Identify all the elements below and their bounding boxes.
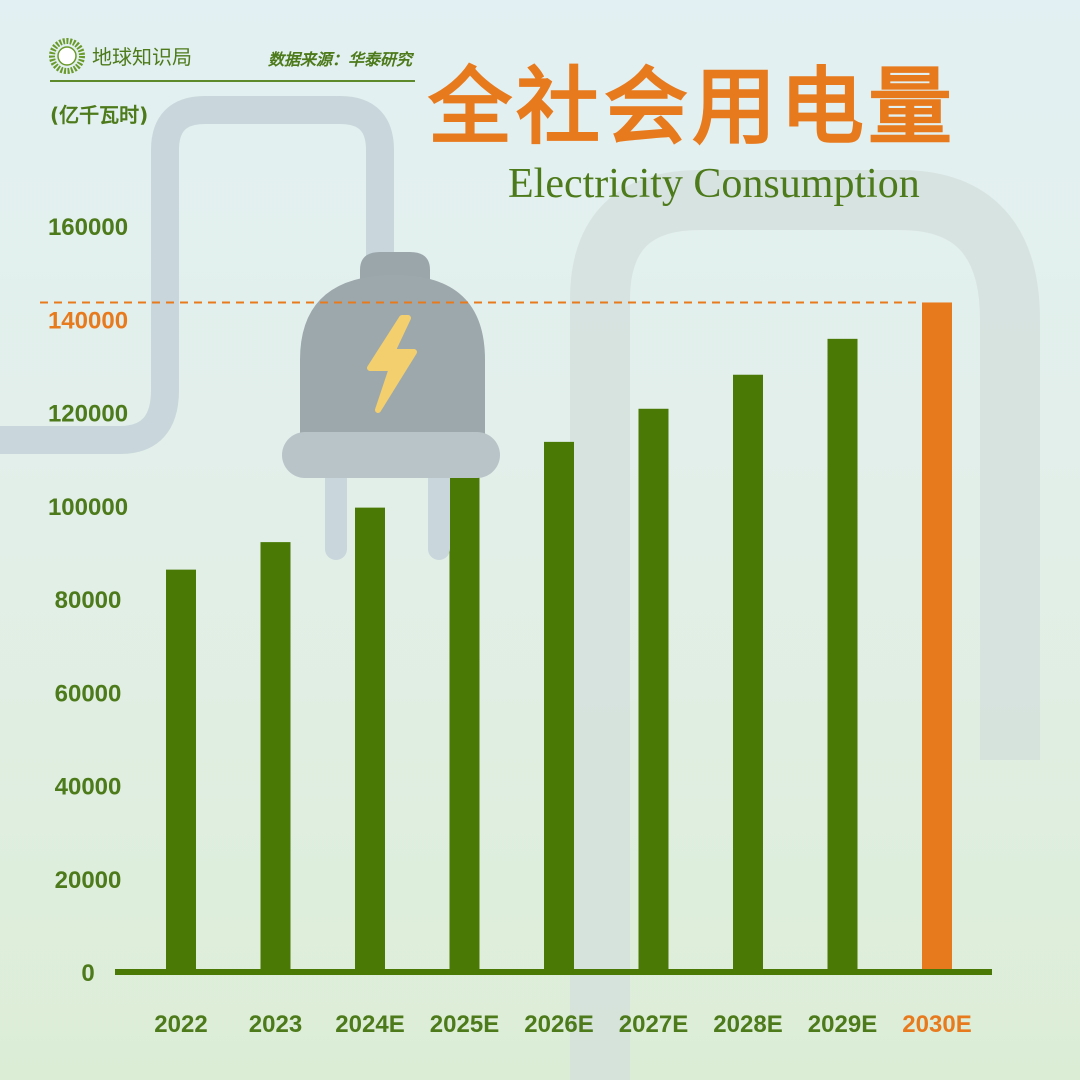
y-tick-label: 60000 — [55, 680, 122, 707]
x-tick-label: 2029E — [808, 1011, 877, 1038]
y-tick-label: 120000 — [48, 401, 128, 428]
bar-2022 — [166, 569, 196, 972]
x-tick-label: 2027E — [619, 1011, 688, 1038]
chart-subtitle: Electricity Consumption — [508, 161, 920, 207]
y-tick-label: 100000 — [48, 494, 128, 521]
x-tick-label: 2025E — [430, 1011, 499, 1038]
y-tick-label: 20000 — [55, 867, 122, 894]
y-tick-label: 40000 — [55, 774, 122, 801]
bar-2024E — [355, 507, 385, 972]
x-tick-label: 2026E — [524, 1011, 593, 1038]
bar-2023 — [260, 542, 291, 972]
x-tick-label: 2022 — [154, 1011, 207, 1038]
bar-2028E — [733, 374, 763, 972]
x-tick-label: 2030E — [902, 1011, 971, 1038]
y-tick-label: 0 — [81, 960, 94, 987]
y-tick-label: 160000 — [48, 214, 128, 241]
bar-2026E — [544, 441, 574, 972]
x-tick-label: 2024E — [335, 1011, 404, 1038]
background-plug-decoration — [0, 96, 1040, 1080]
logo-icon — [49, 38, 85, 74]
y-tick-label: 80000 — [55, 587, 122, 614]
y-tick-label: 140000 — [48, 307, 128, 334]
x-tick-label: 2028E — [713, 1011, 782, 1038]
x-tick-label: 2023 — [249, 1011, 302, 1038]
header-divider — [50, 80, 415, 82]
data-source: 数据来源：华泰研究 — [268, 50, 413, 69]
y-axis-unit: (亿千瓦时) — [50, 103, 149, 127]
bar-2025E — [449, 475, 480, 972]
bar-2029E — [827, 338, 858, 972]
chart-title: 全社会用电量 — [428, 57, 957, 156]
bar-2027E — [638, 408, 669, 972]
plug-icon — [282, 252, 500, 560]
brand-name: 地球知识局 — [92, 45, 192, 69]
bar-2030E — [922, 302, 952, 973]
